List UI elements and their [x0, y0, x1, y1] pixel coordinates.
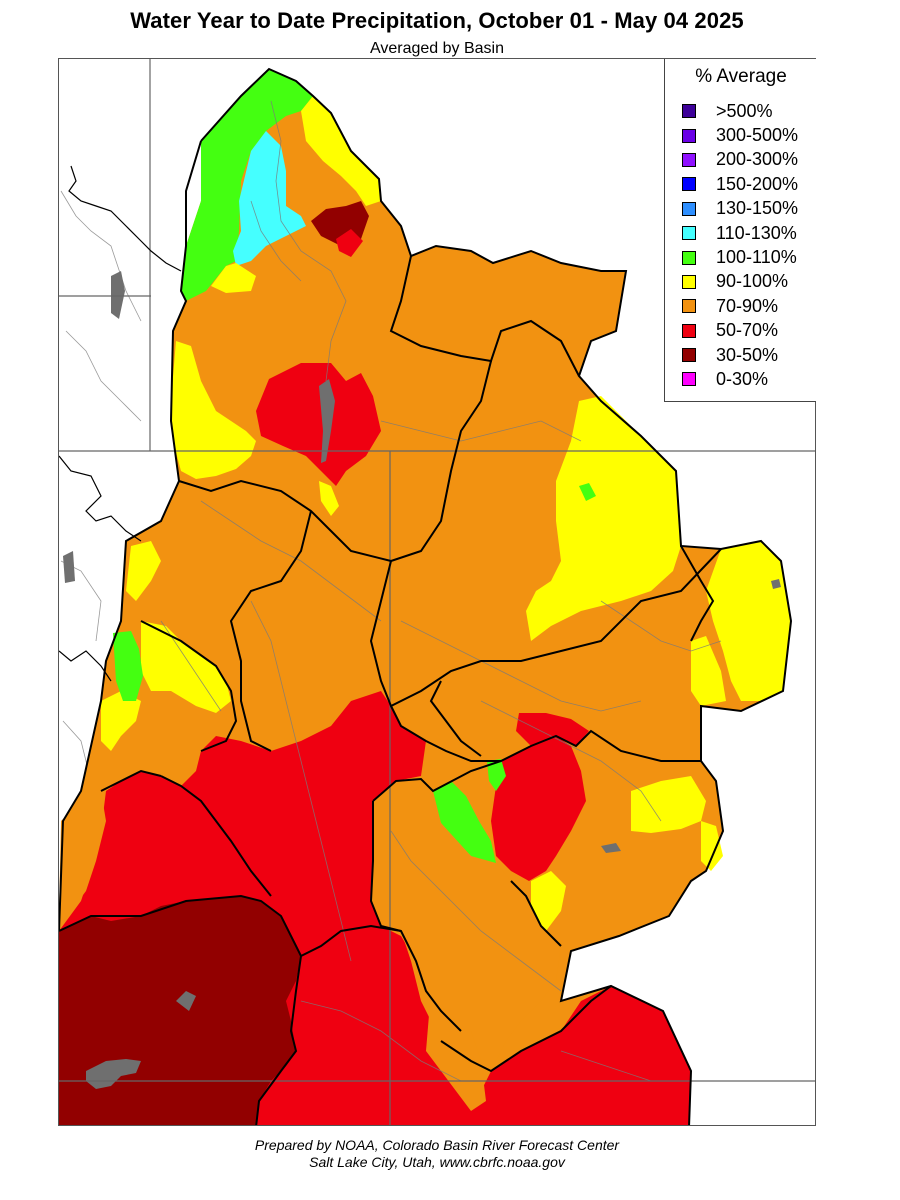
outside-borders [59, 165, 182, 682]
map-subtitle: Averaged by Basin [369, 40, 504, 57]
legend-item: 0-30% [682, 367, 798, 391]
precipitation-map [58, 58, 816, 1126]
legend-swatch [682, 274, 696, 289]
legend-item: 130-150% [682, 197, 798, 221]
legend-item: 50-70% [682, 319, 798, 343]
region-90-100-far-east [706, 541, 791, 701]
region-50-70-east-center [491, 736, 586, 881]
credit: Prepared by NOAA, Colorado Basin River F… [0, 1137, 874, 1171]
legend-label: 90-100% [716, 271, 789, 292]
legend-label: 200-300% [716, 149, 799, 170]
region-70-90-south-central [371, 779, 561, 1091]
legend-label: 0-30% [716, 368, 769, 389]
credit-line-2: Salt Lake City, Utah, www.cbrfc.noaa.gov [309, 1154, 565, 1170]
legend-swatch [682, 226, 696, 241]
legend-label: 70-90% [716, 295, 779, 316]
streams [160, 100, 722, 1082]
legend-item: 100-110% [682, 245, 798, 269]
legend-label: 30-50% [716, 344, 779, 365]
legend-title: % Average [695, 66, 787, 87]
legend-item: 70-90% [682, 294, 798, 318]
legend-swatch [682, 299, 696, 314]
legend-label: 100-110% [716, 247, 797, 268]
legend-swatch [682, 177, 696, 192]
legend-item: 30-50% [682, 343, 798, 367]
legend-label: 50-70% [716, 320, 779, 341]
region-50-70-central [256, 363, 381, 486]
region-50-70-southeast [496, 986, 691, 1125]
credit-line-1: Prepared by NOAA, Colorado Basin River F… [254, 1137, 620, 1153]
legend-swatch [682, 152, 696, 167]
legend-label: 110-130% [716, 222, 797, 243]
region-100-110-west [113, 631, 143, 701]
region-90-100-west [171, 341, 256, 479]
legend-item: 200-300% [682, 148, 798, 172]
region-100-110-east-center [431, 781, 496, 867]
legend-item: 110-130% [682, 221, 798, 245]
legend-item: 90-100% [682, 270, 798, 294]
legend-item: >500% [682, 99, 798, 123]
legend-label: 150-200% [716, 173, 799, 194]
map-legend: % Average >500% 300-500% 200-300% 150-200% 1… [664, 59, 816, 402]
legend-label: 130-150% [716, 198, 799, 219]
legend-swatch [682, 372, 696, 387]
legend-item: 300-500% [682, 123, 798, 147]
map-title: Water Year to Date Precipitation, Octobe… [130, 8, 744, 33]
region-90-100-east [526, 396, 681, 641]
legend-swatch [682, 348, 696, 363]
region-90-100-west-mid [126, 541, 161, 601]
legend-label: 300-500% [716, 125, 799, 146]
region-90-100-north [301, 96, 381, 206]
legend-swatch [682, 323, 696, 338]
legend-swatch [682, 128, 696, 143]
legend-list: >500% 300-500% 200-300% 150-200% 130-150% 110… [682, 99, 798, 392]
legend-swatch [682, 201, 696, 216]
region-110-130-north [233, 131, 306, 266]
legend-swatch [682, 104, 696, 119]
legend-label: >500% [716, 100, 773, 121]
basin-borders [59, 67, 793, 1125]
legend-swatch [682, 250, 696, 265]
legend-item: 150-200% [682, 172, 798, 196]
